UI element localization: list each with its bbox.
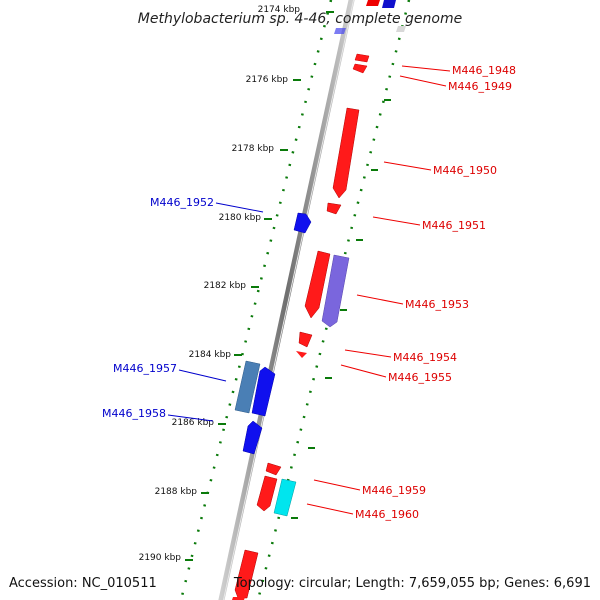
gene-label-m446-1953[interactable]: M446_1953 — [405, 298, 469, 311]
leader-line — [167, 414, 214, 422]
gene-label-m446-1948[interactable]: M446_1948 — [452, 64, 516, 77]
accession-text: Accession: NC_010511 — [9, 576, 157, 591]
gene-m446-1953[interactable] — [304, 250, 331, 319]
gene-m446-1958[interactable] — [242, 420, 263, 455]
leader-line — [399, 75, 447, 87]
gene-m446-1959-small[interactable] — [265, 462, 282, 476]
gene-m446-1955[interactable] — [296, 351, 307, 358]
gene-label-m446-1952[interactable]: M446_1952 — [150, 196, 214, 209]
gene-m446-1952[interactable] — [293, 212, 312, 234]
gene-faded[interactable] — [396, 26, 406, 32]
gene-label-m446-1951[interactable]: M446_1951 — [422, 219, 486, 232]
genome-backbone-shine — [222, 0, 355, 600]
genome-backbone — [218, 0, 355, 600]
genome-summary-text: Topology: circular; Length: 7,659,055 bp… — [233, 576, 591, 591]
leader-line — [340, 364, 387, 378]
gene-forward[interactable] — [366, 0, 380, 6]
gene-m446-1951[interactable] — [326, 202, 342, 215]
gene-label-m446-1954[interactable]: M446_1954 — [393, 351, 457, 364]
leader-line — [372, 216, 421, 226]
gene-reverse-faded[interactable] — [334, 28, 346, 34]
inner-ring-ticks — [291, 99, 391, 519]
gene-label-m446-1959[interactable]: M446_1959 — [362, 484, 426, 497]
gene-reverse[interactable] — [382, 0, 396, 8]
leader-line — [344, 349, 392, 358]
gene-m446-1948[interactable] — [354, 53, 370, 63]
gene-m446-1960[interactable] — [273, 478, 297, 517]
gene-m446-1957-blue[interactable] — [251, 366, 276, 417]
tick-label: 2190 kbp — [139, 553, 182, 563]
tick-label: 2188 kbp — [155, 487, 198, 497]
scale-ticks: 2174 kbp 2176 kbp 2178 kbp 2180 kbp 2182… — [139, 5, 334, 563]
leader-line — [178, 369, 227, 382]
gene-label-m446-1955[interactable]: M446_1955 — [388, 371, 452, 384]
gene-m446-1957[interactable] — [234, 360, 261, 414]
gene-m446-1950[interactable] — [332, 107, 360, 199]
gene-rrna-1953[interactable] — [321, 254, 350, 328]
map-title: Methylobacterium sp. 4-46, complete geno… — [138, 11, 462, 27]
gene-forward-bottom-2[interactable] — [232, 597, 245, 600]
gene-m446-1954[interactable] — [298, 331, 313, 348]
tick-label: 2178 kbp — [232, 144, 275, 154]
reverse-labels: M446_1952 M446_1957 M446_1958 — [102, 196, 264, 422]
tick-label: 2186 kbp — [172, 418, 215, 428]
leader-line — [383, 161, 432, 171]
gene-label-m446-1949[interactable]: M446_1949 — [448, 80, 512, 93]
leader-line — [215, 202, 264, 213]
leader-line — [401, 65, 451, 72]
gene-m446-1949[interactable] — [352, 63, 368, 74]
tick-label: 2184 kbp — [189, 350, 232, 360]
leader-line — [356, 294, 404, 305]
gene-label-m446-1950[interactable]: M446_1950 — [433, 164, 497, 177]
forward-labels: M446_1948 M446_1949 M446_1950 M446_1951 … — [306, 64, 516, 521]
tick-label: 2176 kbp — [246, 75, 289, 85]
tick-label: 2180 kbp — [219, 213, 262, 223]
leader-line — [313, 479, 361, 491]
gene-label-m446-1957[interactable]: M446_1957 — [113, 362, 177, 375]
gene-m446-1959[interactable] — [256, 475, 278, 512]
tick-label: 2174 kbp — [258, 5, 301, 15]
gene-label-m446-1960[interactable]: M446_1960 — [355, 508, 419, 521]
leader-line — [306, 503, 354, 515]
tick-label: 2182 kbp — [204, 281, 247, 291]
top-genes — [334, 0, 406, 34]
gene-label-m446-1958[interactable]: M446_1958 — [102, 407, 166, 420]
